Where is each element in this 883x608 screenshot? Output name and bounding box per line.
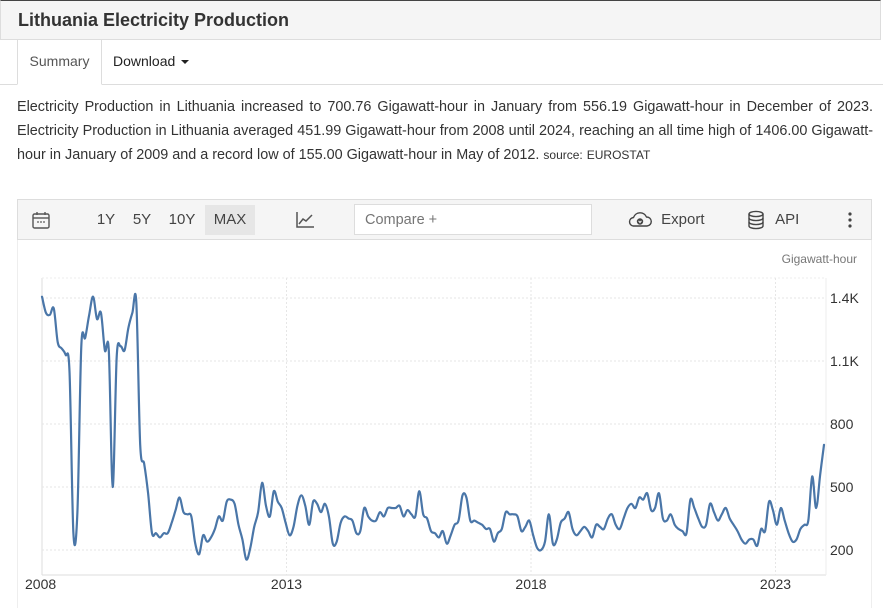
caret-down-icon <box>181 60 190 65</box>
tab-download-label: Download <box>113 53 176 69</box>
database-icon <box>748 210 764 230</box>
summary-description: Electricity Production in Lithuania incr… <box>17 95 873 167</box>
cloud-download-icon <box>628 212 652 227</box>
range-10y-button[interactable]: 10Y <box>168 211 196 228</box>
chart-container <box>17 240 872 608</box>
title-bar: Lithuania Electricity Production <box>0 0 881 40</box>
source-name: EUROSTAT <box>586 148 651 162</box>
range-1y-button[interactable]: 1Y <box>96 211 116 228</box>
export-button[interactable]: Export <box>627 205 709 235</box>
api-label: API <box>775 211 800 228</box>
compare-input[interactable] <box>354 204 592 235</box>
tab-summary[interactable]: Summary <box>17 40 102 85</box>
export-label: Export <box>661 211 705 228</box>
source-label: source: <box>543 148 583 162</box>
api-button[interactable]: API <box>747 205 807 235</box>
tab-bar: Summary Download <box>0 40 883 85</box>
chart-type-button[interactable] <box>290 205 320 235</box>
tab-download[interactable]: Download <box>113 40 190 85</box>
page-title: Lithuania Electricity Production <box>18 10 290 30</box>
range-max-button[interactable]: MAX <box>205 205 255 235</box>
calendar-icon <box>32 212 50 229</box>
more-vertical-icon <box>848 212 852 228</box>
more-options-button[interactable] <box>842 205 858 235</box>
range-5y-button[interactable]: 5Y <box>132 211 152 228</box>
chart-toolbar: 1Y 5Y 10Y MAX Export API <box>17 199 872 240</box>
line-chart-icon <box>296 212 314 228</box>
description-text: Electricity Production in Lithuania incr… <box>17 99 873 163</box>
calendar-button[interactable] <box>26 205 56 235</box>
